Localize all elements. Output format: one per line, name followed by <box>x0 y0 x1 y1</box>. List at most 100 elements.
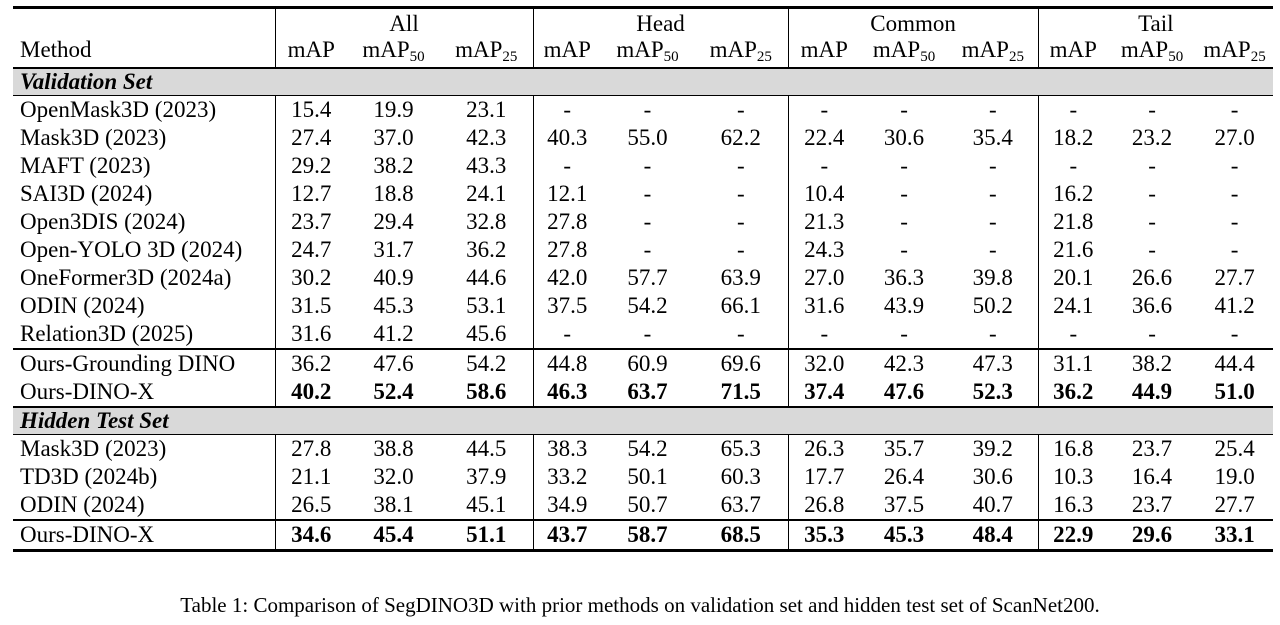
value-cell: - <box>1037 152 1109 180</box>
value-cell: 51.1 <box>440 519 534 552</box>
table-row: ODIN (2024) 31.5 45.3 53.1 37.5 54.2 66.1 31.6 4… <box>13 292 1273 320</box>
method-column-header: Method <box>20 37 92 62</box>
value-cell: - <box>1148 153 1156 178</box>
value-cell: - <box>988 209 997 234</box>
section-header-row: Hidden Test Set <box>13 406 1274 435</box>
value-cell: - <box>736 97 745 122</box>
value-cell: - <box>988 153 997 178</box>
section-header-row: Validation Set <box>13 67 1274 96</box>
value-cell: - <box>1148 97 1156 122</box>
value-cell: 71.5 <box>720 379 761 404</box>
metric-header-all-map: mAP <box>274 37 347 68</box>
value-cell: 45.3 <box>860 519 949 552</box>
value-cell: - <box>643 153 652 178</box>
value-cell: 21.3 <box>787 208 861 236</box>
method-cell: Relation3D (2025) <box>20 321 194 346</box>
value-cell: 21.1 <box>274 463 347 491</box>
value-cell: 35.7 <box>883 436 925 461</box>
table-caption: Table 1: Comparison of SegDINO3D with pr… <box>180 593 1100 617</box>
value-cell: 51.0 <box>1214 379 1255 404</box>
metric-subscript: 50 <box>1168 49 1184 65</box>
value-cell: 12.1 <box>532 180 602 208</box>
value-cell: 40.3 <box>532 124 602 152</box>
value-cell: 18.8 <box>373 181 414 206</box>
value-cell: - <box>988 97 997 122</box>
value-cell: 50.7 <box>627 492 668 517</box>
method-cell: ODIN (2024) <box>20 492 145 517</box>
value-cell: 40.2 <box>274 378 347 407</box>
value-cell: - <box>736 153 745 178</box>
table-row: Open-YOLO 3D (2024) 24.7 31.7 36.2 27.8 - - 24.… <box>13 236 1273 264</box>
value-cell: 38.2 <box>1108 348 1197 378</box>
value-cell: 52.4 <box>373 379 414 404</box>
metric-label: mAP <box>362 37 410 62</box>
section-title: Validation Set <box>13 67 1274 96</box>
value-cell: 31.7 <box>373 237 414 262</box>
metric-label: mAP <box>709 37 757 62</box>
metric-label: mAP <box>543 37 591 62</box>
metric-header-tail-map25: mAP25 <box>1196 37 1273 68</box>
method-cell: MAFT (2023) <box>20 153 151 178</box>
value-cell: - <box>988 181 997 206</box>
metric-subscript: 50 <box>920 49 936 65</box>
table-row: ODIN (2024) 26.5 38.1 45.1 34.9 50.7 63.7 26.8 3… <box>13 491 1273 520</box>
value-cell: 38.1 <box>373 492 414 517</box>
value-cell: 47.6 <box>347 348 440 378</box>
value-cell: 44.4 <box>1196 348 1274 378</box>
value-cell: - <box>643 209 652 234</box>
value-cell: - <box>900 153 908 178</box>
value-cell: 36.3 <box>883 265 925 290</box>
value-cell: 27.8 <box>532 208 602 236</box>
value-cell: - <box>1148 321 1156 346</box>
value-cell: 29.6 <box>1108 519 1197 552</box>
value-cell: 33.2 <box>532 463 602 491</box>
value-cell: 27.8 <box>274 434 347 463</box>
value-cell: 37.9 <box>466 464 507 489</box>
value-cell: 24.1 <box>1037 292 1109 320</box>
metric-subscript: 25 <box>756 49 772 65</box>
value-cell: 26.4 <box>883 464 925 489</box>
value-cell: - <box>532 152 602 180</box>
metric-label: mAP <box>961 37 1009 62</box>
metric-header-tail-map50: mAP50 <box>1108 37 1196 68</box>
table-row: Relation3D (2025) 31.6 41.2 45.6- - - - - - - - - <box>13 320 1273 349</box>
value-cell: 10.3 <box>1037 463 1109 491</box>
value-cell: - <box>643 181 652 206</box>
method-cell: Mask3D (2023) <box>20 125 167 150</box>
value-cell: 27.8 <box>532 236 602 264</box>
group-header-head: Head <box>532 6 789 37</box>
table-row: Ours-DINO-X 40.2 52.4 58.6 46.3 63.7 71.5 37.4 4… <box>13 378 1273 407</box>
value-cell: 58.6 <box>466 379 507 404</box>
value-cell: 69.6 <box>694 348 789 378</box>
group-header-all: All <box>274 6 534 37</box>
metric-header-all-map25: mAP25 <box>440 37 533 68</box>
table-row: OpenMask3D (2023) 15.4 19.9 23.1- - - - - - - - - <box>13 95 1273 124</box>
table-row: Mask3D (2023) 27.8 38.8 44.5 38.3 54.2 65.3 26.… <box>13 434 1273 463</box>
metric-header-row: Method mAP mAP50 mAP25 mAP mAP50 mAP25 mAP mAP5… <box>13 37 1273 68</box>
value-cell: 16.4 <box>1131 464 1173 489</box>
method-cell: Open-YOLO 3D (2024) <box>20 237 243 262</box>
value-cell: 62.2 <box>720 125 761 150</box>
value-cell: - <box>1230 321 1239 346</box>
metric-header-head-map50: mAP50 <box>601 37 694 68</box>
metric-label: mAP <box>1120 37 1169 62</box>
value-cell: 20.1 <box>1037 264 1109 292</box>
method-cell: Ours-Grounding DINO <box>13 348 275 378</box>
metric-label: mAP <box>287 37 335 62</box>
value-cell: 43.9 <box>883 293 925 318</box>
table-row: Ours-DINO-X 34.6 45.4 51.1 43.7 58.7 68.5 35.3 4… <box>13 519 1274 552</box>
results-body: Validation Set OpenMask3D (2023) 15.4 19.9 2… <box>13 67 1274 552</box>
value-cell: - <box>988 237 997 262</box>
value-cell: 23.7 <box>274 208 347 236</box>
value-cell: 32.0 <box>373 464 414 489</box>
value-cell: - <box>643 97 652 122</box>
table-row: Mask3D (2023) 27.4 37.0 42.3 40.3 55.0 62.2 22.… <box>13 124 1273 152</box>
value-cell: 45.4 <box>347 519 440 552</box>
value-cell: 23.1 <box>466 97 507 122</box>
value-cell: 63.7 <box>627 379 668 404</box>
value-cell: 12.7 <box>274 180 347 208</box>
value-cell: 47.6 <box>883 379 925 404</box>
method-cell: SAI3D (2024) <box>20 181 153 206</box>
metric-header-common-map: mAP <box>787 37 861 68</box>
method-cell: Ours-DINO-X <box>13 519 275 552</box>
